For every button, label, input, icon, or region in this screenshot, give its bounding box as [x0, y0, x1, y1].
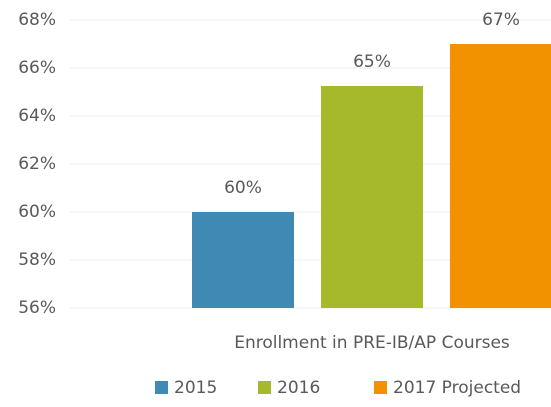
y-tick-label: 68% — [18, 10, 56, 30]
y-tick-label: 66% — [18, 58, 56, 78]
legend-label: 2017 Projected — [393, 378, 521, 398]
legend-swatch — [374, 381, 387, 394]
bar — [192, 212, 294, 308]
legend-label: 2015 — [174, 378, 217, 398]
data-label: 67% — [482, 10, 520, 30]
data-label: 60% — [224, 178, 262, 198]
y-tick-label: 64% — [18, 106, 56, 126]
bar — [321, 86, 423, 308]
legend-label: 2016 — [277, 378, 320, 398]
x-tick-label: Enrollment in PRE-IB/AP Courses — [234, 333, 510, 353]
y-tick-label: 56% — [18, 298, 56, 318]
bar — [450, 44, 551, 308]
data-label: 65% — [353, 52, 391, 72]
y-tick-label: 60% — [18, 202, 56, 222]
y-tick-label: 62% — [18, 154, 56, 174]
legend-swatch — [258, 381, 271, 394]
legend-swatch — [155, 381, 168, 394]
y-tick-label: 58% — [18, 250, 56, 270]
